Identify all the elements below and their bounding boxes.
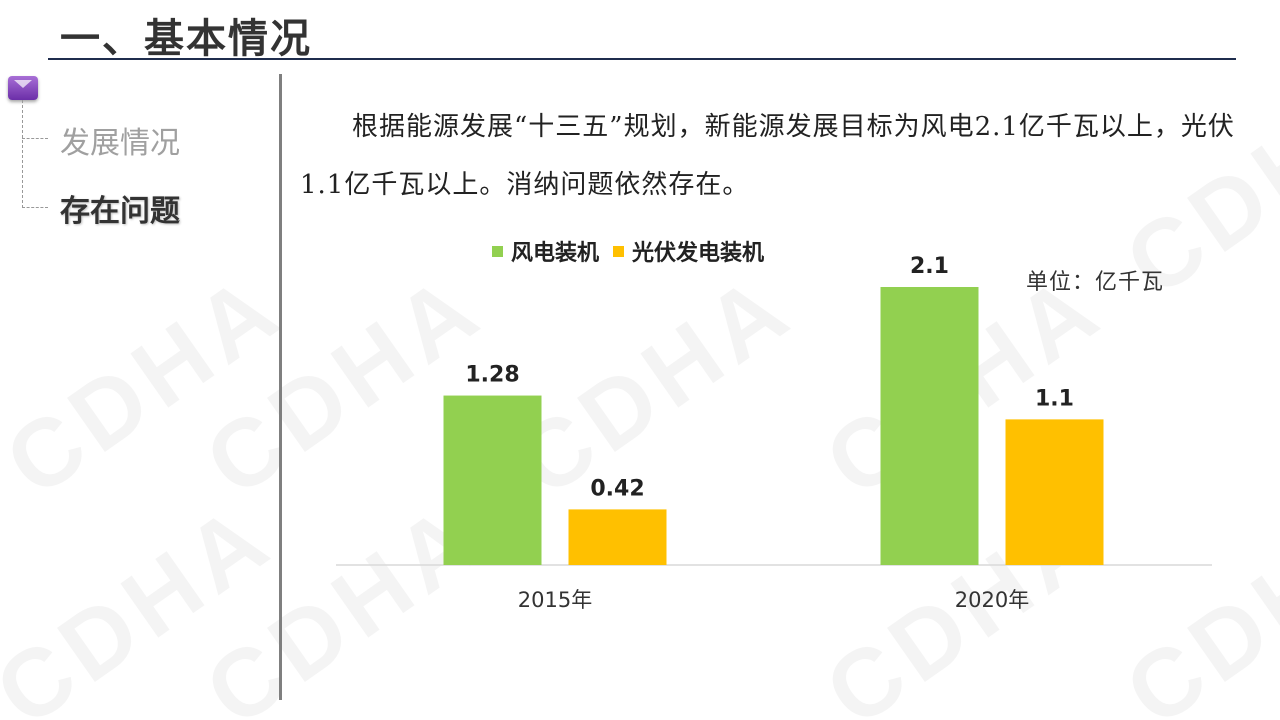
sidebar-item-problems[interactable]: 存在问题 (60, 194, 180, 229)
bar-wind-1 (880, 287, 979, 565)
bar-wind-0 (443, 395, 542, 565)
sidebar-item-development[interactable]: 发展情况 (60, 126, 180, 161)
nav-tree-line (22, 100, 24, 208)
x-tick-label: 2020年 (955, 588, 1029, 612)
legend-item-solar: 光伏发电装机 (613, 235, 764, 267)
legend-label-solar: 光伏发电装机 (632, 240, 765, 266)
section-marker-icon (8, 76, 38, 100)
title-underline (48, 58, 1236, 60)
legend-item-wind: 风电装机 (492, 235, 599, 267)
data-label: 0.42 (590, 476, 644, 501)
data-label: 2.1 (910, 254, 949, 279)
page-title: 一、基本情况 (60, 16, 312, 62)
nav-branch-line (22, 207, 48, 209)
bar-solar-0 (568, 509, 667, 565)
chart-legend: 风电装机 光伏发电装机 (492, 236, 764, 266)
nav-branch-line (22, 138, 48, 140)
unit-label: 单位：亿千瓦 (1026, 270, 1165, 295)
legend-swatch-solar (613, 245, 625, 257)
legend-label-wind: 风电装机 (511, 240, 600, 266)
vertical-divider (279, 74, 282, 700)
legend-swatch-wind (492, 245, 503, 257)
data-label: 1.1 (1035, 386, 1074, 411)
bar-solar-1 (1005, 419, 1104, 565)
x-tick-label: 2015年 (518, 588, 592, 612)
data-label: 1.28 (465, 363, 519, 388)
intro-paragraph: 根据能源发展“十三五”规划，新能源发展目标为风电2.1亿千瓦以上，光伏1.1亿千… (300, 112, 1235, 200)
